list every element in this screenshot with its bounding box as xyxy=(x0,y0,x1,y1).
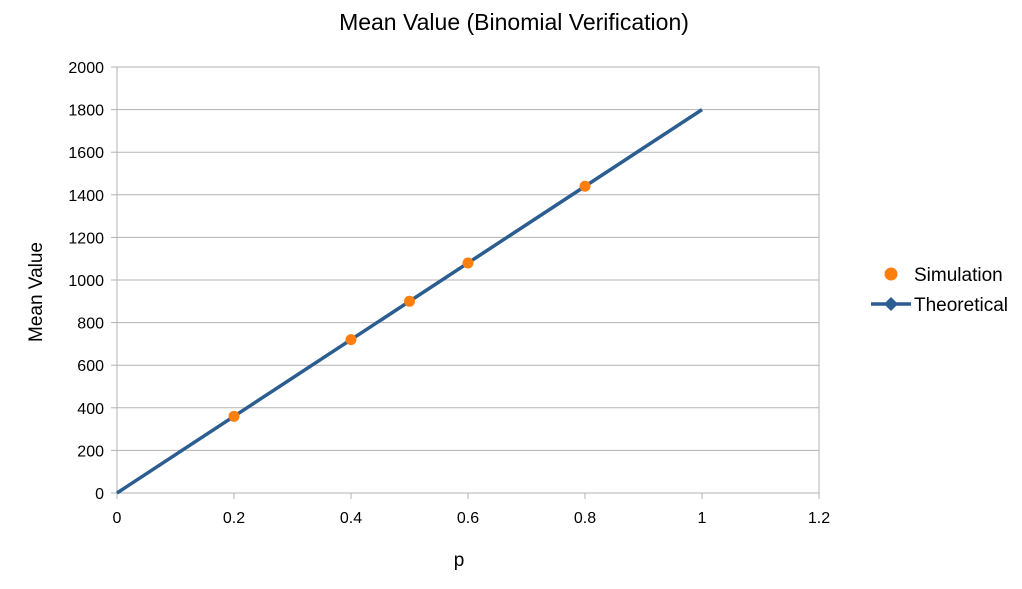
y-tick-label: 200 xyxy=(77,443,104,460)
legend-label: Theoretical xyxy=(914,295,1008,316)
data-point-simulation xyxy=(228,410,240,422)
data-point-simulation xyxy=(462,257,474,269)
plot-area: 0 200 400 600 800 1000 1200 1400 1600 1800 2000 0 0.… xyxy=(68,60,830,527)
x-axis-title: p xyxy=(454,550,465,571)
x-tick-label: 0.4 xyxy=(340,510,362,527)
x-tick-label: 0.6 xyxy=(457,510,479,527)
data-point-simulation xyxy=(345,334,357,346)
y-tick-label: 0 xyxy=(95,486,104,503)
y-tick-label: 2000 xyxy=(68,60,104,77)
y-tick-label: 800 xyxy=(77,316,104,333)
legend-marker-simulation xyxy=(884,267,898,281)
y-tick-label: 1000 xyxy=(68,273,104,290)
y-axis-title: Mean Value xyxy=(26,242,47,342)
x-tick-label: 0.8 xyxy=(574,510,596,527)
legend-diamond-theoretical xyxy=(884,297,898,311)
legend: Simulation Theoretical xyxy=(871,265,1008,316)
y-tick-label: 1200 xyxy=(68,230,104,247)
y-tick-label: 1400 xyxy=(68,188,104,205)
y-tick-label: 600 xyxy=(77,358,104,375)
chart-title: Mean Value (Binomial Verification) xyxy=(339,9,689,35)
x-tick-label: 1 xyxy=(698,510,707,527)
y-tick-label: 1600 xyxy=(68,145,104,162)
x-tick-label: 0.2 xyxy=(223,510,245,527)
legend-label: Simulation xyxy=(914,265,1003,286)
y-tick-label: 1800 xyxy=(68,103,104,120)
x-tick-label: 1.2 xyxy=(808,510,830,527)
y-tick-label: 400 xyxy=(77,401,104,418)
x-tick-label: 0 xyxy=(113,510,122,527)
data-point-simulation xyxy=(404,295,415,307)
data-point-simulation xyxy=(579,180,591,192)
